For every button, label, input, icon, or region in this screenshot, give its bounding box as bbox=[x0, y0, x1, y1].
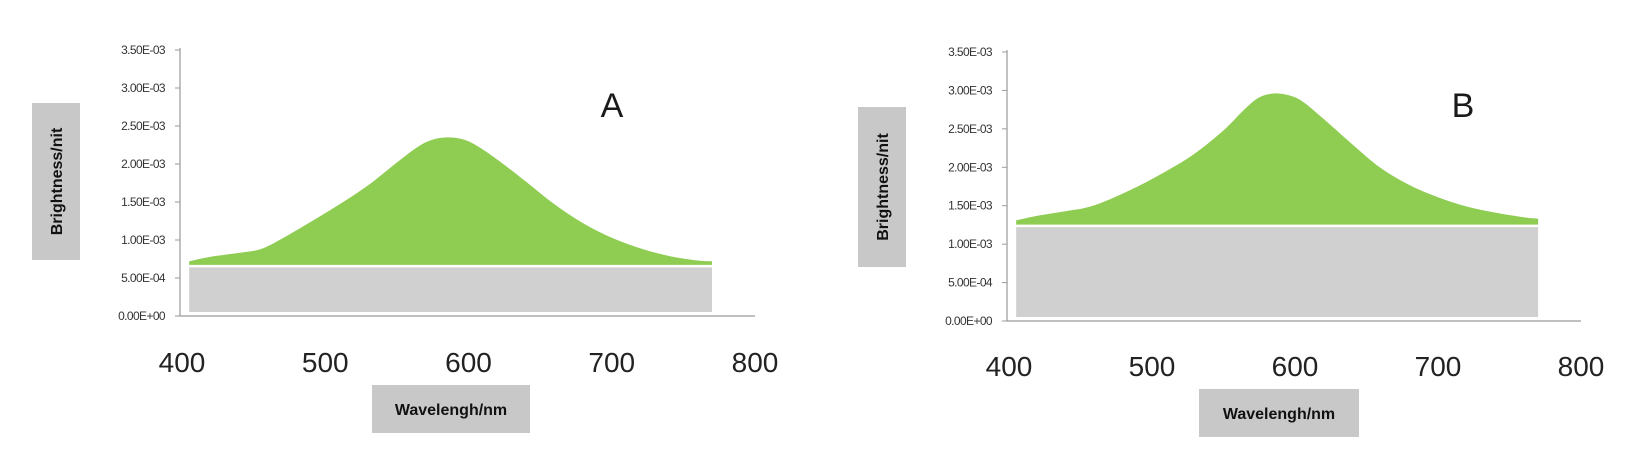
y-axis-label-box bbox=[32, 103, 80, 260]
x-axis-label-box bbox=[372, 385, 530, 433]
chart-panel-b: 0.00E+00 5.00E-04 1.00E-03 1.50E-03 2.00E-03… bbox=[858, 45, 1604, 437]
y-tick-label: 2.00E-03 bbox=[121, 157, 166, 171]
y-tick-label: 5.00E-04 bbox=[948, 276, 993, 290]
y-tick-label: 0.00E+00 bbox=[945, 314, 993, 328]
x-tick-label: 700 bbox=[588, 347, 635, 378]
y-tick-label: 1.50E-03 bbox=[121, 195, 166, 209]
y-tick-label: 5.00E-04 bbox=[121, 271, 166, 285]
y-tick-label: 1.00E-03 bbox=[948, 237, 993, 251]
x-tick-label: 500 bbox=[302, 347, 349, 378]
x-tick-label: 600 bbox=[1272, 351, 1319, 382]
y-tick-label: 3.00E-03 bbox=[948, 83, 993, 97]
x-axis-label: Wavelengh/nm bbox=[1223, 406, 1335, 423]
x-tick-label: 800 bbox=[1558, 351, 1605, 382]
y-axis-label-box bbox=[858, 107, 906, 267]
baseline-band bbox=[1016, 226, 1539, 317]
y-tick-label: 2.50E-03 bbox=[948, 122, 993, 136]
y-tick-label: 0.00E+00 bbox=[118, 309, 166, 323]
x-axis-label: Wavelengh/nm bbox=[395, 402, 507, 419]
spectrum-area bbox=[189, 137, 713, 266]
y-tick-label: 2.00E-03 bbox=[948, 160, 993, 174]
y-axis-label: Brightness/nit bbox=[49, 127, 66, 235]
y-tick-label: 3.50E-03 bbox=[121, 43, 166, 57]
y-axis-label: Brightness/nit bbox=[875, 133, 892, 241]
y-tick-label: 3.00E-03 bbox=[121, 81, 166, 95]
x-tick-label: 700 bbox=[1415, 351, 1462, 382]
panel-letter: A bbox=[601, 87, 624, 125]
x-tick-label: 400 bbox=[159, 347, 206, 378]
x-tick-label: 500 bbox=[1129, 351, 1176, 382]
y-tick-label: 2.50E-03 bbox=[121, 119, 166, 133]
x-tick-label: 800 bbox=[732, 347, 779, 378]
y-tick-label: 3.50E-03 bbox=[948, 45, 993, 59]
baseline-band bbox=[189, 267, 713, 312]
x-axis-label-box bbox=[1199, 389, 1359, 437]
y-tick-label: 1.50E-03 bbox=[948, 199, 993, 213]
spectrum-area bbox=[1016, 93, 1539, 225]
y-tick-label: 1.00E-03 bbox=[121, 233, 166, 247]
chart-panel-a: 0.00E+00 5.00E-04 1.00E-03 1.50E-03 2.00E-03… bbox=[32, 43, 778, 433]
x-tick-label: 400 bbox=[986, 351, 1033, 382]
panel-letter: B bbox=[1452, 87, 1475, 125]
x-tick-label: 600 bbox=[445, 347, 492, 378]
